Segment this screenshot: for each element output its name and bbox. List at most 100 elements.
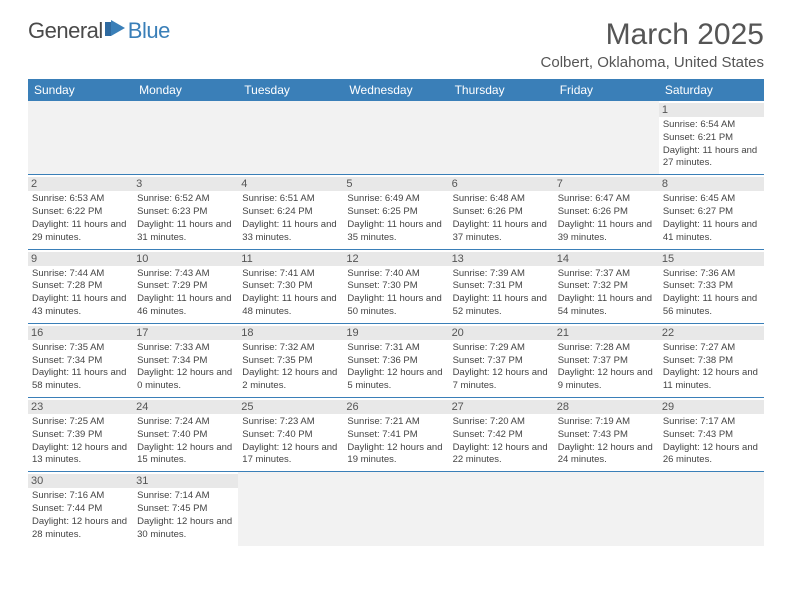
sunset-text: Sunset: 6:26 PM bbox=[558, 206, 655, 219]
daylight-text: Daylight: 11 hours and 50 minutes. bbox=[347, 293, 444, 319]
weekday-tuesday: Tuesday bbox=[238, 79, 343, 101]
day-number: 12 bbox=[343, 252, 448, 266]
day-cell: 14Sunrise: 7:37 AMSunset: 7:32 PMDayligh… bbox=[554, 250, 659, 323]
empty-cell bbox=[343, 472, 448, 545]
sunrise-text: Sunrise: 7:20 AM bbox=[453, 416, 550, 429]
day-cell: 11Sunrise: 7:41 AMSunset: 7:30 PMDayligh… bbox=[238, 250, 343, 323]
day-number: 29 bbox=[659, 400, 764, 414]
day-number: 7 bbox=[554, 177, 659, 191]
empty-cell bbox=[659, 472, 764, 545]
weekday-wednesday: Wednesday bbox=[343, 79, 448, 101]
day-cell: 10Sunrise: 7:43 AMSunset: 7:29 PMDayligh… bbox=[133, 250, 238, 323]
title-block: March 2025 Colbert, Oklahoma, United Sta… bbox=[541, 18, 764, 71]
daylight-text: Daylight: 12 hours and 15 minutes. bbox=[137, 442, 234, 468]
sunset-text: Sunset: 7:30 PM bbox=[242, 280, 339, 293]
day-number: 17 bbox=[133, 326, 238, 340]
daylight-text: Daylight: 12 hours and 26 minutes. bbox=[663, 442, 760, 468]
day-cell: 4Sunrise: 6:51 AMSunset: 6:24 PMDaylight… bbox=[238, 175, 343, 248]
sunset-text: Sunset: 6:24 PM bbox=[242, 206, 339, 219]
sunset-text: Sunset: 7:31 PM bbox=[453, 280, 550, 293]
day-cell: 25Sunrise: 7:23 AMSunset: 7:40 PMDayligh… bbox=[238, 398, 343, 471]
empty-cell bbox=[28, 101, 133, 174]
daylight-text: Daylight: 12 hours and 17 minutes. bbox=[242, 442, 339, 468]
day-cell: 3Sunrise: 6:52 AMSunset: 6:23 PMDaylight… bbox=[133, 175, 238, 248]
month-title: March 2025 bbox=[541, 18, 764, 52]
day-number: 10 bbox=[133, 252, 238, 266]
day-number: 21 bbox=[554, 326, 659, 340]
empty-cell bbox=[449, 472, 554, 545]
day-number: 20 bbox=[449, 326, 554, 340]
weekday-saturday: Saturday bbox=[659, 79, 764, 101]
day-cell: 17Sunrise: 7:33 AMSunset: 7:34 PMDayligh… bbox=[133, 324, 238, 397]
day-cell: 31Sunrise: 7:14 AMSunset: 7:45 PMDayligh… bbox=[133, 472, 238, 545]
empty-cell bbox=[133, 101, 238, 174]
day-number: 14 bbox=[554, 252, 659, 266]
sunrise-text: Sunrise: 7:16 AM bbox=[32, 490, 129, 503]
day-number: 16 bbox=[28, 326, 133, 340]
daylight-text: Daylight: 11 hours and 46 minutes. bbox=[137, 293, 234, 319]
logo-blue: Blue bbox=[128, 18, 170, 44]
week-row: 9 Sunrise: 7:44 AMSunset: 7:28 PM Daylight… bbox=[28, 250, 764, 324]
sunrise-text: Sunrise: 7:17 AM bbox=[663, 416, 760, 429]
day-cell: 27Sunrise: 7:20 AMSunset: 7:42 PMDayligh… bbox=[449, 398, 554, 471]
day-number: 9 bbox=[28, 252, 133, 266]
day-cell: 19Sunrise: 7:31 AMSunset: 7:36 PMDayligh… bbox=[343, 324, 448, 397]
daylight-text: Daylight: 11 hours and 31 minutes. bbox=[137, 219, 234, 245]
day-cell: 16Sunrise: 7:35 AMSunset: 7:34 PMDayligh… bbox=[28, 324, 133, 397]
logo: General Blue bbox=[28, 18, 170, 44]
empty-cell bbox=[343, 101, 448, 174]
sunset-text: Sunset: 7:29 PM bbox=[137, 280, 234, 293]
day-cell: 20Sunrise: 7:29 AMSunset: 7:37 PMDayligh… bbox=[449, 324, 554, 397]
day-cell: 8Sunrise: 6:45 AMSunset: 6:27 PMDaylight… bbox=[659, 175, 764, 248]
day-number: 30 bbox=[28, 474, 133, 488]
day-number: 13 bbox=[449, 252, 554, 266]
daylight-text: Daylight: 11 hours and 41 minutes. bbox=[663, 219, 760, 245]
sunrise-text: Sunrise: 7:44 AM bbox=[32, 268, 129, 281]
day-cell: 28Sunrise: 7:19 AMSunset: 7:43 PMDayligh… bbox=[554, 398, 659, 471]
daylight-text: Daylight: 11 hours and 33 minutes. bbox=[242, 219, 339, 245]
empty-cell bbox=[238, 472, 343, 545]
sunset-text: Sunset: 7:45 PM bbox=[137, 503, 234, 516]
daylight-text: Daylight: 12 hours and 0 minutes. bbox=[137, 367, 234, 393]
flag-icon bbox=[105, 18, 127, 44]
location: Colbert, Oklahoma, United States bbox=[541, 54, 764, 71]
day-cell: 29Sunrise: 7:17 AMSunset: 7:43 PMDayligh… bbox=[659, 398, 764, 471]
weekday-friday: Friday bbox=[554, 79, 659, 101]
weekday-sunday: Sunday bbox=[28, 79, 133, 101]
sunset-text: Sunset: 7:44 PM bbox=[32, 503, 129, 516]
day-number: 25 bbox=[238, 400, 343, 414]
weeks-container: 1Sunrise: 6:54 AMSunset: 6:21 PMDaylight… bbox=[28, 101, 764, 546]
weekday-monday: Monday bbox=[133, 79, 238, 101]
daylight-text: Daylight: 11 hours and 35 minutes. bbox=[347, 219, 444, 245]
sunset-text: Sunset: 7:28 PM bbox=[32, 280, 129, 293]
sunrise-text: Sunrise: 7:27 AM bbox=[663, 342, 760, 355]
empty-cell bbox=[449, 101, 554, 174]
day-cell: 18Sunrise: 7:32 AMSunset: 7:35 PMDayligh… bbox=[238, 324, 343, 397]
sunset-text: Sunset: 7:41 PM bbox=[347, 429, 444, 442]
sunrise-text: Sunrise: 7:21 AM bbox=[347, 416, 444, 429]
day-number: 4 bbox=[238, 177, 343, 191]
sunset-text: Sunset: 7:36 PM bbox=[347, 355, 444, 368]
sunset-text: Sunset: 7:33 PM bbox=[663, 280, 760, 293]
sunset-text: Sunset: 6:26 PM bbox=[453, 206, 550, 219]
day-cell: 30Sunrise: 7:16 AMSunset: 7:44 PMDayligh… bbox=[28, 472, 133, 545]
sunset-text: Sunset: 6:23 PM bbox=[137, 206, 234, 219]
daylight-text: Daylight: 11 hours and 37 minutes. bbox=[453, 219, 550, 245]
sunset-text: Sunset: 7:40 PM bbox=[137, 429, 234, 442]
sunrise-text: Sunrise: 7:19 AM bbox=[558, 416, 655, 429]
day-cell: 26Sunrise: 7:21 AMSunset: 7:41 PMDayligh… bbox=[343, 398, 448, 471]
day-number: 19 bbox=[343, 326, 448, 340]
sunrise-text: Sunrise: 7:24 AM bbox=[137, 416, 234, 429]
day-cell: 12Sunrise: 7:40 AMSunset: 7:30 PMDayligh… bbox=[343, 250, 448, 323]
empty-cell bbox=[554, 472, 659, 545]
sunset-text: Sunset: 6:27 PM bbox=[663, 206, 760, 219]
sunset-text: Sunset: 7:37 PM bbox=[453, 355, 550, 368]
week-row: 23Sunrise: 7:25 AMSunset: 7:39 PMDayligh… bbox=[28, 398, 764, 472]
sunrise-text: Sunrise: 7:35 AM bbox=[32, 342, 129, 355]
day-number: 11 bbox=[238, 252, 343, 266]
sunrise-text: Sunrise: 7:40 AM bbox=[347, 268, 444, 281]
day-number: 6 bbox=[449, 177, 554, 191]
empty-cell bbox=[554, 101, 659, 174]
sunset-text: Sunset: 7:43 PM bbox=[558, 429, 655, 442]
logo-general: General bbox=[28, 18, 103, 44]
